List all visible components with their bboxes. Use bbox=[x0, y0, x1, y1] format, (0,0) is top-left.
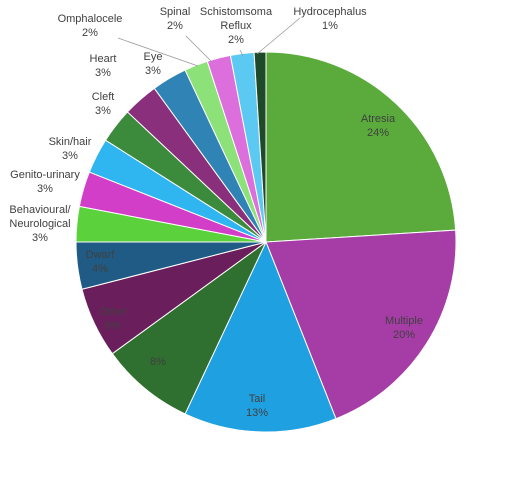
category-line: Genito-urinary bbox=[10, 169, 80, 181]
value-label: 1% bbox=[322, 20, 338, 32]
leader-line bbox=[239, 49, 244, 57]
category-label: Other bbox=[99, 306, 127, 318]
slice-label: Other 6% bbox=[99, 306, 127, 332]
slice-label: Spinal 2% bbox=[160, 6, 191, 32]
slice-label: Schistomsoma Reflux 2% bbox=[200, 6, 273, 46]
slice-label: Skin/hair 3% bbox=[49, 136, 92, 162]
category-line: Other bbox=[99, 306, 127, 318]
slice-label: Hydrocephalus 1% bbox=[293, 6, 367, 32]
value-label: 20% bbox=[393, 329, 415, 341]
leader-line bbox=[117, 37, 199, 67]
pie-slice bbox=[253, 51, 267, 243]
category-line: Multiple bbox=[385, 315, 423, 327]
slice-label: Behavioural/Neurological 3% bbox=[9, 204, 71, 244]
slice-label: Multiple 20% bbox=[385, 315, 423, 341]
value-label: 3% bbox=[145, 65, 161, 77]
value-label: 24% bbox=[367, 127, 389, 139]
pie-slice bbox=[111, 241, 267, 415]
category-label: Behavioural/Neurological bbox=[9, 204, 71, 230]
value-label: 2% bbox=[228, 34, 244, 46]
category-line: Neurological bbox=[9, 218, 70, 230]
category-line: Skin/hair bbox=[49, 136, 92, 148]
slice-label: Cleft 3% bbox=[92, 91, 115, 117]
value-label: 2% bbox=[167, 20, 183, 32]
category-line: Tail bbox=[249, 393, 266, 405]
value-label: 3% bbox=[62, 150, 78, 162]
category-line: Behavioural/ bbox=[9, 204, 71, 216]
value-label: 3% bbox=[32, 232, 48, 244]
category-label: Dwarf bbox=[86, 249, 116, 261]
value-label: 3% bbox=[95, 105, 111, 117]
value-label: 13% bbox=[246, 407, 268, 419]
value-label: 3% bbox=[95, 67, 111, 79]
value-label: 2% bbox=[82, 27, 98, 39]
category-line: Atresia bbox=[361, 113, 396, 125]
category-label: Tail bbox=[249, 393, 266, 405]
leader-line bbox=[185, 35, 213, 63]
value-label: 8% bbox=[150, 356, 166, 368]
category-line: Spinal bbox=[160, 6, 191, 18]
pie-slice bbox=[265, 51, 457, 243]
pie-slice bbox=[184, 240, 337, 433]
category-line: Schistomsoma bbox=[200, 6, 273, 18]
slice-label: 8% bbox=[150, 356, 166, 368]
slice-label: Tail 13% bbox=[246, 393, 268, 419]
category-label: Atresia bbox=[361, 113, 396, 125]
slice-label: Omphalocele 2% bbox=[58, 13, 123, 39]
value-label: 4% bbox=[92, 263, 108, 275]
category-label: Hydrocephalus bbox=[293, 6, 367, 18]
category-line: Eye bbox=[144, 51, 163, 63]
category-line: Reflux bbox=[220, 20, 252, 32]
category-label: Eye bbox=[144, 51, 163, 63]
category-line: Cleft bbox=[92, 91, 115, 103]
slice-label: Heart 3% bbox=[90, 53, 117, 79]
category-label: Genito-urinary bbox=[10, 169, 80, 181]
leader-line bbox=[256, 17, 301, 55]
category-line: Omphalocele bbox=[58, 13, 123, 25]
pie-slice bbox=[265, 229, 457, 420]
category-label: Schistomsoma Reflux bbox=[200, 6, 273, 32]
category-label: Skin/hair bbox=[49, 136, 92, 148]
slice-label: Eye 3% bbox=[144, 51, 163, 77]
category-label: Multiple bbox=[385, 315, 423, 327]
slice-label: Dwarf 4% bbox=[86, 249, 116, 275]
slice-label: Atresia 24% bbox=[361, 113, 396, 139]
category-label: Heart bbox=[90, 53, 117, 65]
category-line: Heart bbox=[90, 53, 117, 65]
category-label: Spinal bbox=[160, 6, 191, 18]
value-label: 6% bbox=[105, 320, 121, 332]
category-line: Hydrocephalus bbox=[293, 6, 367, 18]
category-label: Omphalocele bbox=[58, 13, 123, 25]
value-label: 3% bbox=[37, 183, 53, 195]
slice-label: Genito-urinary 3% bbox=[10, 169, 80, 195]
category-label: Cleft bbox=[92, 91, 115, 103]
category-line: Dwarf bbox=[86, 249, 116, 261]
